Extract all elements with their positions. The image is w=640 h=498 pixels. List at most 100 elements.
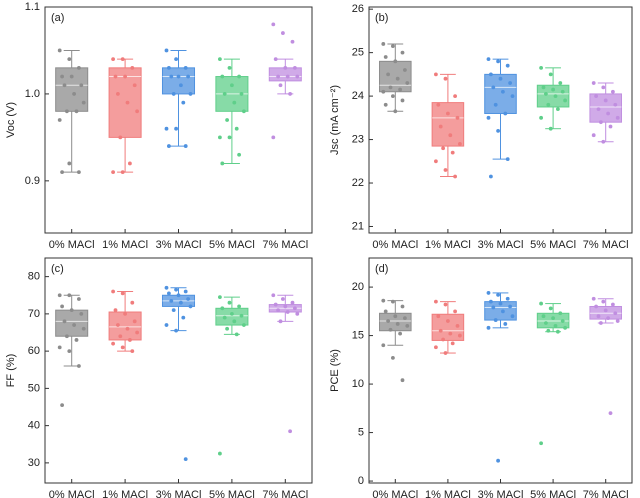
data-point [453,174,457,179]
data-point [69,308,74,313]
data-point [111,289,115,294]
data-point [596,107,601,112]
data-point [546,328,551,333]
data-point [391,94,395,98]
data-point [237,74,242,79]
data-point [230,83,234,88]
data-point [281,31,285,35]
data-point [188,304,193,309]
data-point [123,311,127,316]
data-point [391,44,395,49]
x-tick-label: 7% MACl [583,239,629,251]
data-point [179,300,183,305]
data-point [611,302,615,307]
data-point [220,74,225,79]
data-point [120,345,125,350]
y-tick-label: 20 [352,281,364,293]
data-point [388,85,393,90]
data-point [489,72,493,77]
data-point [290,300,295,305]
data-point [486,57,491,62]
data-point [438,124,443,129]
data-point [171,92,176,96]
panel-label: (a) [51,12,64,24]
data-point [591,133,596,138]
data-point [544,321,548,325]
data-point [381,298,386,303]
data-point [174,57,179,62]
data-point [405,323,410,328]
data-point [434,72,438,77]
x-tick-label: 3% MACl [156,239,202,251]
data-point [62,319,67,324]
data-point [493,102,498,107]
box [215,307,249,326]
data-point [120,57,125,62]
y-axis-label: Voc (V) [5,102,17,138]
data-point [563,98,567,103]
data-point [508,81,512,85]
data-point [237,304,242,309]
box [161,67,196,95]
data-point [111,57,115,62]
data-point [591,81,596,85]
data-point [491,305,496,310]
data-point [489,174,493,179]
data-point [498,301,503,306]
data-point [188,92,193,96]
y-tick-label: 23 [352,133,364,145]
data-point [167,65,171,70]
data-point [434,299,438,304]
data-point [164,323,169,327]
box [536,84,570,108]
x-tick-label: 3% MACl [156,489,202,498]
data-point [405,81,410,85]
panel-label: (d) [375,263,388,275]
y-tick-label: 5 [358,426,364,438]
data-point [496,59,500,64]
x-tick-label: 1% MACl [102,239,148,251]
data-point [132,83,137,88]
data-point [218,135,222,140]
data-point [398,87,402,92]
x-tick-label: 3% MACl [478,239,524,251]
data-point [601,299,606,304]
data-point [551,316,555,321]
data-point [77,297,81,301]
data-point [183,144,188,148]
y-axis-label: PCE (%) [329,349,341,392]
data-point [183,289,188,294]
data-point [176,293,181,298]
data-point [81,100,86,105]
data-point [563,325,567,330]
y-tick-label: 24 [352,90,364,102]
data-point [443,351,448,355]
data-point [383,309,388,314]
data-point [77,65,81,70]
data-point [599,321,603,325]
y-tick-label: 21 [352,220,364,232]
data-point [548,306,553,311]
data-point [434,159,438,164]
data-point [116,92,120,96]
data-point [455,115,460,120]
data-point [400,50,405,55]
data-point [546,102,551,107]
data-point [596,314,601,319]
data-point [276,308,280,313]
data-point [510,314,515,319]
data-point [553,323,558,328]
data-point [271,135,276,140]
data-point [493,318,498,322]
data-point [290,39,295,44]
data-point [174,126,179,131]
data-point [186,297,191,301]
data-point [599,120,603,125]
x-tick-label: 1% MACl [425,239,471,251]
data-point [60,403,64,408]
data-point [69,74,74,79]
x-tick-label: 5% MACl [530,239,576,251]
data-point [450,341,455,346]
data-point [74,338,79,342]
data-point [541,85,546,90]
